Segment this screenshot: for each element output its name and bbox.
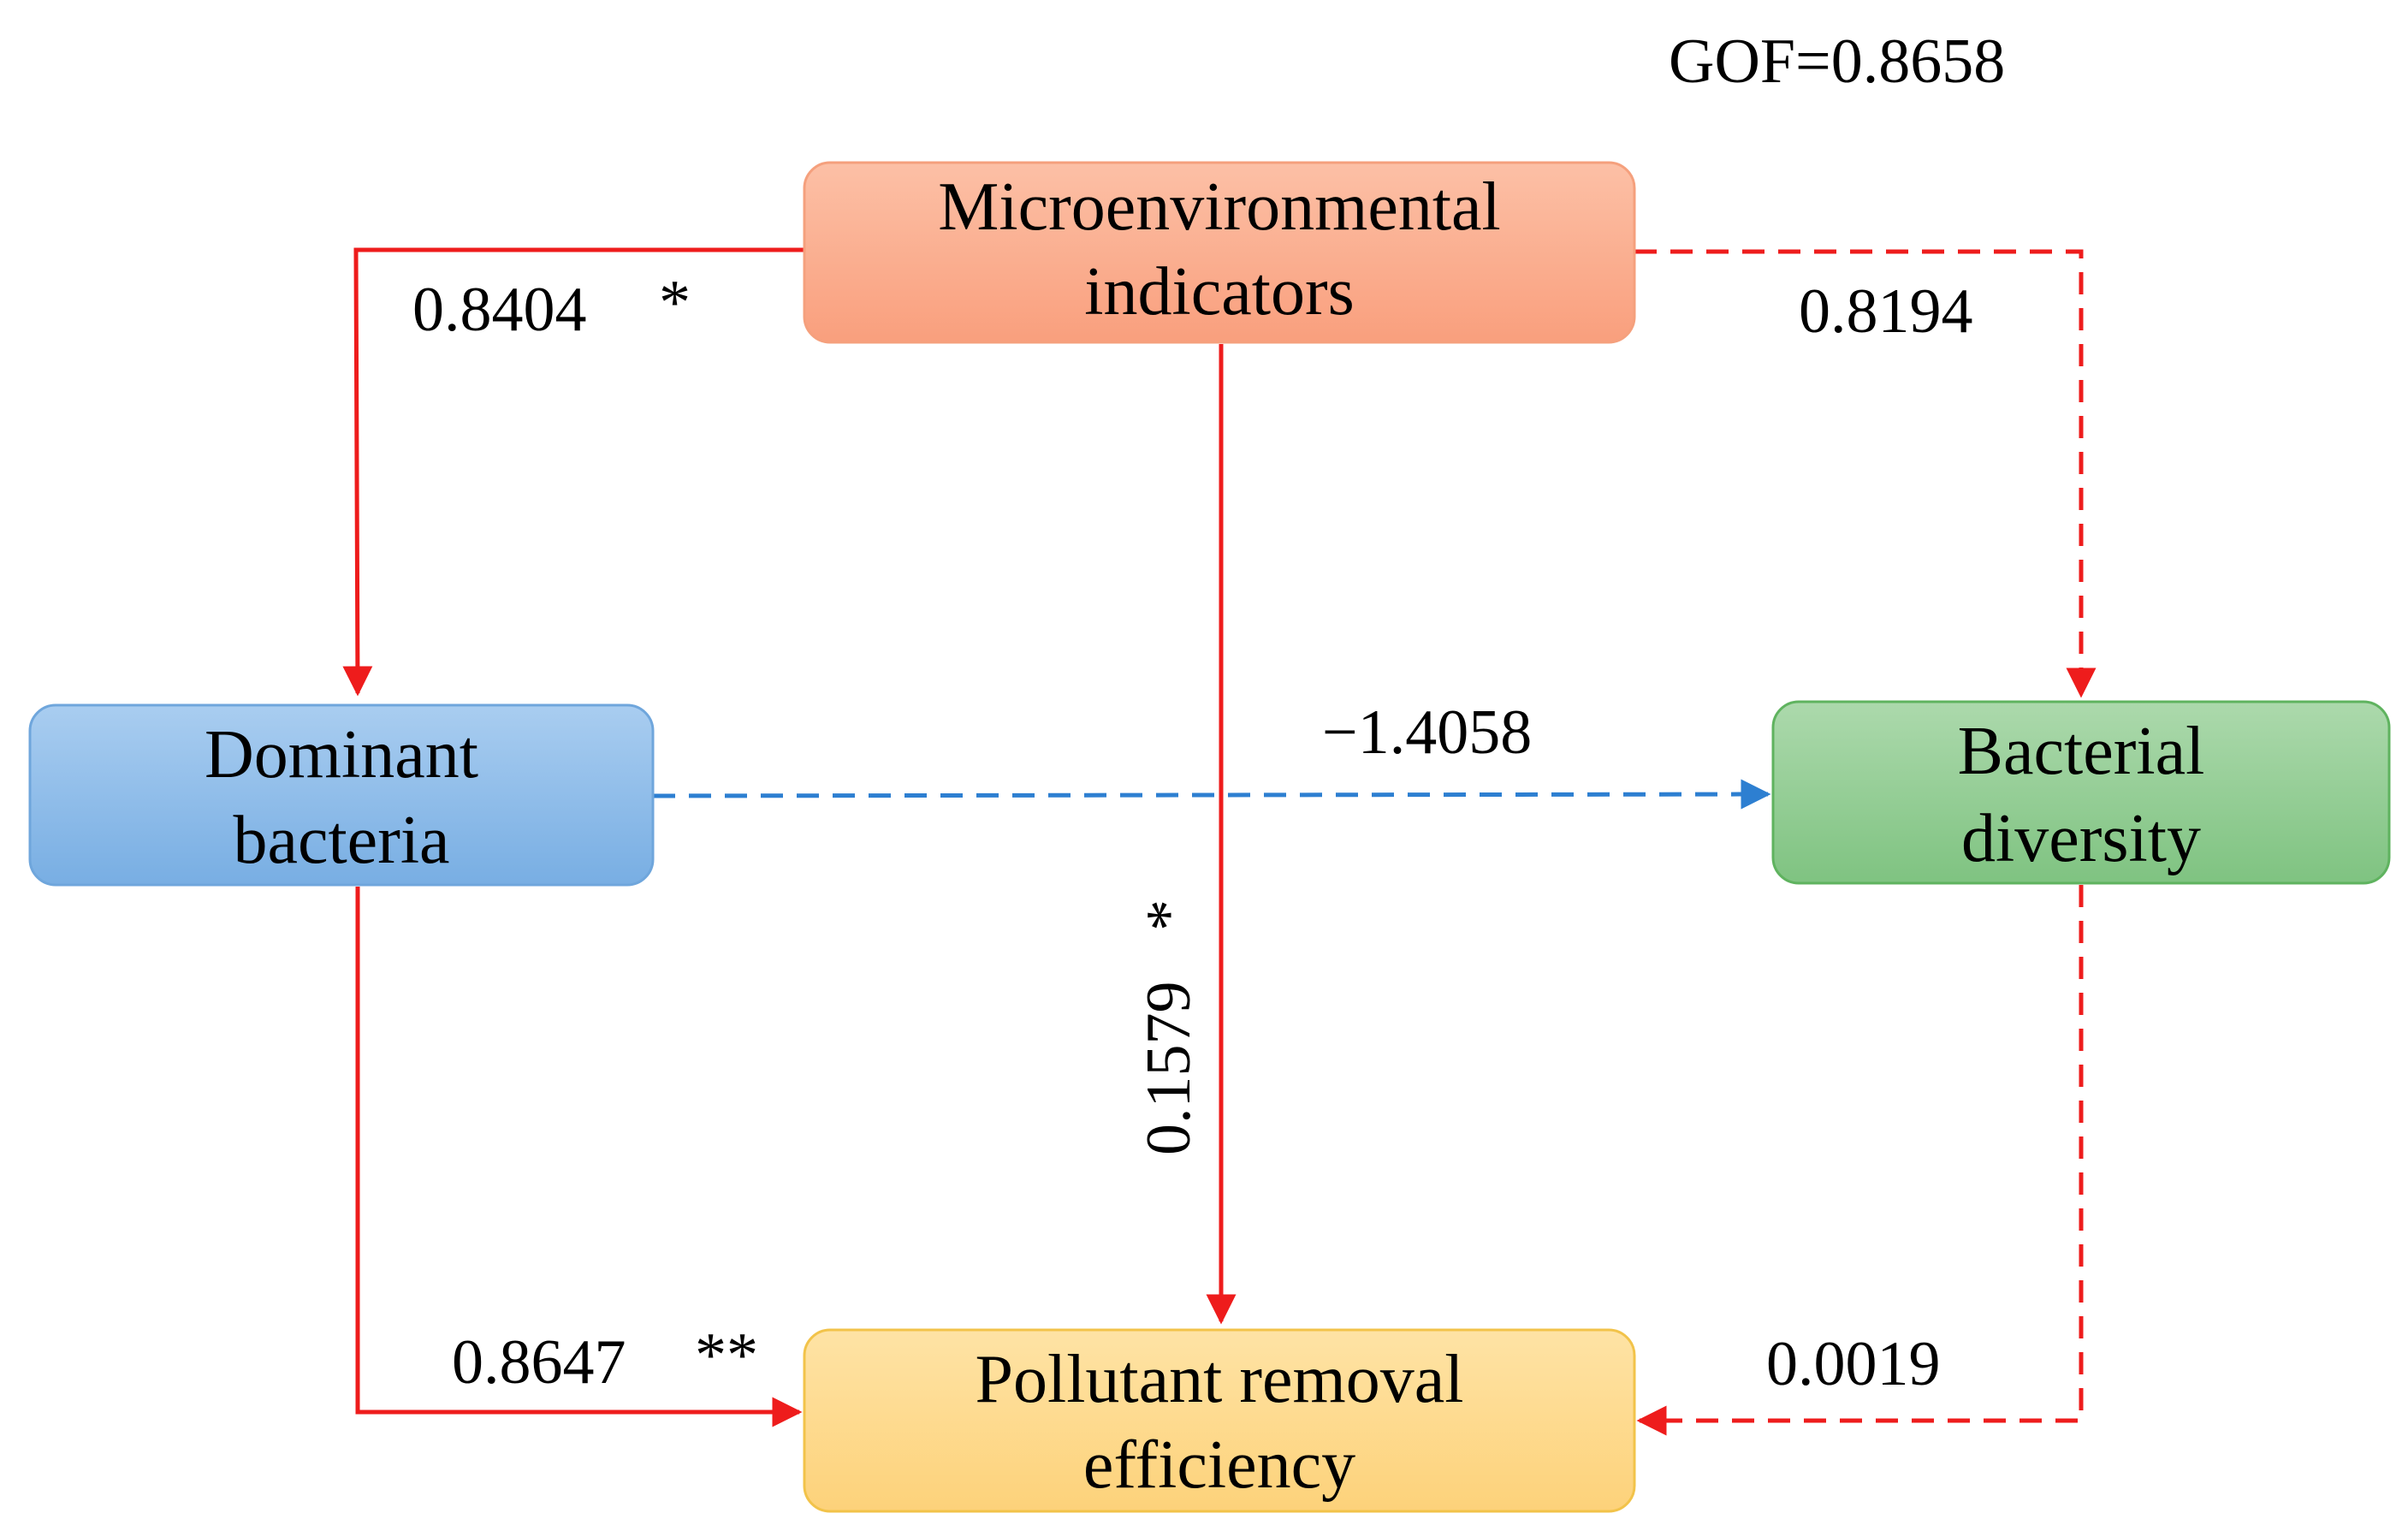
- node-microenvironmental-line2: indicators: [1084, 254, 1354, 329]
- node-dominant-line1: Dominant: [205, 717, 478, 792]
- edge-bacterial-to-pollutant: [1636, 885, 2084, 1436]
- node-bacterial-diversity: Bacterial diversity: [1771, 700, 2391, 885]
- node-pollutant-line2: efficiency: [1083, 1427, 1355, 1503]
- edge-dominant-to-bacterial: [652, 779, 1771, 810]
- node-bacterial-line2: diversity: [1961, 801, 2201, 876]
- label-micro-to-pollutant: 0.1579 *: [1134, 899, 1204, 1155]
- label-bacterial-to-pollutant-value: 0.0019: [1766, 1329, 1941, 1399]
- label-micro-to-dominant-value: 0.8404: [412, 275, 587, 345]
- gof-label: GOF=0.8658: [1669, 27, 2005, 97]
- node-pollutant-removal-efficiency: Pollutant removal efficiency: [803, 1328, 1636, 1513]
- label-micro-to-bacterial-value: 0.8194: [1799, 276, 1973, 347]
- node-microenvironmental-indicators: Microenvironmental indicators: [803, 161, 1636, 344]
- label-dominant-to-pollutant-value: 0.8647: [452, 1327, 626, 1398]
- edge-dominant-to-pollutant: [355, 887, 803, 1427]
- label-dominant-to-pollutant-sig: **: [695, 1320, 758, 1391]
- edge-micro-to-dominant: [342, 247, 804, 697]
- node-pollutant-line1: Pollutant removal: [975, 1342, 1463, 1417]
- node-microenvironmental-line1: Microenvironmental: [938, 169, 1501, 245]
- node-dominant-line2: bacteria: [233, 803, 449, 878]
- label-micro-to-dominant-sig: *: [659, 268, 691, 338]
- label-micro-to-pollutant-sig: *: [1134, 899, 1204, 931]
- node-dominant-bacteria: Dominant bacteria: [28, 703, 655, 887]
- label-micro-to-pollutant-value: 0.1579: [1134, 982, 1204, 1156]
- node-bacterial-line1: Bacterial: [1958, 714, 2205, 789]
- edge-micro-to-bacterial: [1634, 249, 2097, 698]
- label-dominant-to-bacterial-value: −1.4058: [1322, 697, 1532, 768]
